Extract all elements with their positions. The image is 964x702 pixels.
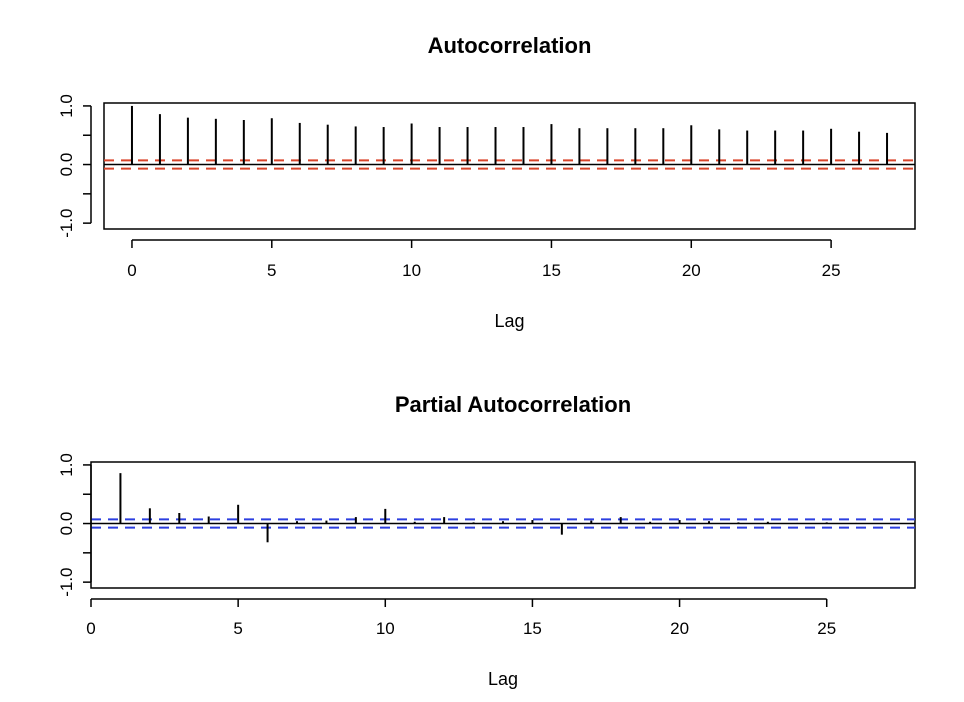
acf-panel: Autocorrelation 0 5 10 15 20 25 Lag -1.0 0.0 1.0 — [57, 33, 916, 331]
y-tick-label: 0.0 — [57, 512, 76, 536]
x-tick-label: 5 — [233, 619, 242, 638]
x-tick-label: 10 — [376, 619, 395, 638]
x-tick-label: 20 — [682, 261, 701, 280]
chart-title: Autocorrelation — [428, 33, 592, 58]
x-tick-label: 0 — [86, 619, 95, 638]
y-tick-label: -1.0 — [57, 208, 76, 237]
x-axis-label: Lag — [494, 311, 524, 331]
x-tick-label: 25 — [822, 261, 841, 280]
pacf-panel: Partial Autocorrelation 0 5 10 15 20 25 Lag -1.0… — [57, 392, 916, 689]
x-tick-label: 0 — [127, 261, 136, 280]
x-tick-label: 15 — [523, 619, 542, 638]
x-tick-label: 15 — [542, 261, 561, 280]
plot-frame — [103, 102, 916, 230]
chart-title: Partial Autocorrelation — [395, 392, 631, 417]
x-axis-label: Lag — [488, 669, 518, 689]
x-tick-label: 25 — [817, 619, 836, 638]
x-tick-label: 20 — [670, 619, 689, 638]
x-tick-label: 10 — [402, 261, 421, 280]
x-tick-label: 5 — [267, 261, 276, 280]
y-tick-label: 1.0 — [57, 453, 76, 477]
y-tick-label: 0.0 — [57, 153, 76, 177]
y-tick-label: 1.0 — [57, 94, 76, 118]
y-tick-label: -1.0 — [57, 567, 76, 596]
